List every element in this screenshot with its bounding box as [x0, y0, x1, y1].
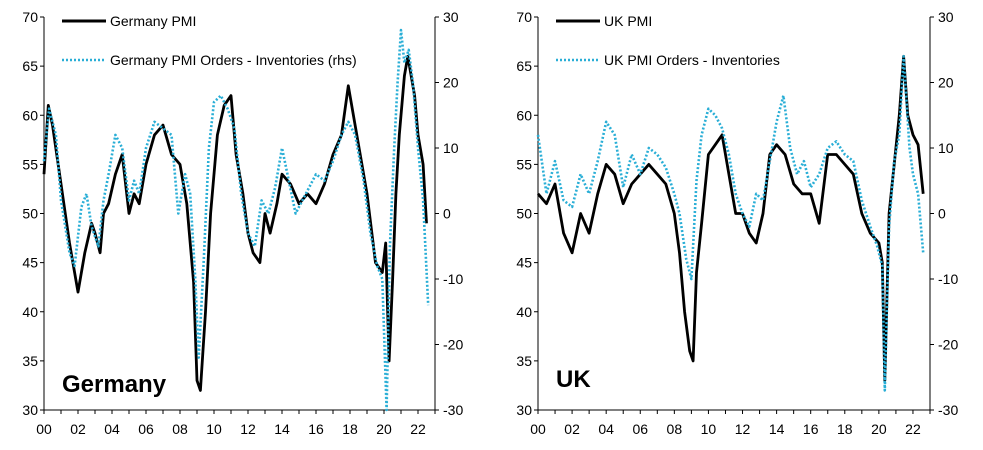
y-left-tick-label: 30: [516, 402, 532, 418]
panel-title: Germany: [62, 371, 167, 398]
y-right-tick-label: 0: [938, 206, 946, 222]
y-left-tick-label: 65: [516, 58, 532, 74]
x-tick-label: 22: [905, 421, 921, 437]
x-tick-label: 00: [530, 421, 546, 437]
x-tick-label: 10: [701, 421, 717, 437]
y-right-tick-label: 20: [443, 75, 459, 91]
legend-label: Germany PMI: [110, 13, 196, 29]
x-tick-label: 12: [735, 421, 751, 437]
y-left-tick-label: 50: [22, 206, 38, 222]
y-left-tick-label: 50: [516, 206, 532, 222]
x-tick-label: 08: [172, 421, 188, 437]
y-left-tick-label: 65: [22, 58, 38, 74]
y-right-tick-label: 20: [938, 75, 954, 91]
series-line-pmi: [536, 54, 925, 382]
x-tick-label: 06: [632, 421, 648, 437]
y-left-tick-label: 35: [22, 353, 38, 369]
chart-panel-uk: 30 35 40 45 50 55 60 65 70 -30 -20 -10 0 10 20 30 00 02 04…: [516, 9, 958, 437]
legend-label: Germany PMI Orders - Inventories (rhs): [110, 52, 357, 68]
x-tick-label: 20: [871, 421, 887, 437]
y-left-tick-label: 40: [516, 304, 532, 320]
y-right-tick-label: -10: [938, 271, 958, 287]
x-tick-label: 00: [36, 421, 52, 437]
x-tick-label: 14: [274, 421, 290, 437]
y-right-tick-label: 10: [938, 140, 954, 156]
series-line-pmi: [42, 54, 428, 392]
x-tick-label: 02: [70, 421, 86, 437]
panel-title: UK: [556, 366, 591, 393]
x-tick-label: 02: [564, 421, 580, 437]
y-right-tick-label: -30: [443, 402, 463, 418]
x-tick-label: 20: [376, 421, 392, 437]
y-right-tick-label: 10: [443, 140, 459, 156]
x-tick-label: 18: [342, 421, 358, 437]
y-left-tick-label: 55: [516, 156, 532, 172]
x-tick-label: 16: [803, 421, 819, 437]
x-tick-label: 06: [138, 421, 154, 437]
y-left-tick-label: 60: [22, 107, 38, 123]
y-right-tick-label: 30: [938, 9, 954, 25]
y-left-tick-label: 55: [22, 156, 38, 172]
y-right-tick-label: 30: [443, 9, 459, 25]
y-left-tick-label: 70: [516, 9, 532, 25]
x-tick-label: 10: [206, 421, 222, 437]
y-left-tick-label: 70: [22, 9, 38, 25]
x-tick-label: 04: [104, 421, 120, 437]
chart-panel-germany: 30 35 40 45 50 55 60 65 70 -30 -20 -10 0 10 20 30 00 02 04…: [22, 9, 463, 437]
y-right-tick-label: -20: [938, 337, 958, 353]
x-tick-label: 08: [667, 421, 683, 437]
y-right-tick-label: 0: [443, 206, 451, 222]
series-line-orders-inventories: [536, 54, 925, 392]
y-left-tick-label: 40: [22, 304, 38, 320]
x-tick-label: 12: [240, 421, 256, 437]
legend-label: UK PMI: [604, 13, 652, 29]
x-tick-label: 22: [410, 421, 426, 437]
y-left-tick-label: 45: [516, 255, 532, 271]
y-left-tick-label: 35: [516, 353, 532, 369]
y-left-tick-label: 30: [22, 402, 38, 418]
y-left-tick-label: 60: [516, 107, 532, 123]
y-right-tick-label: -20: [443, 337, 463, 353]
y-right-tick-label: -30: [938, 402, 958, 418]
y-right-tick-label: -10: [443, 271, 463, 287]
x-tick-label: 16: [308, 421, 324, 437]
x-tick-label: 14: [769, 421, 785, 437]
y-left-tick-label: 45: [22, 255, 38, 271]
x-tick-label: 04: [598, 421, 614, 437]
x-tick-label: 18: [837, 421, 853, 437]
legend-label: UK PMI Orders - Inventories: [604, 52, 780, 68]
